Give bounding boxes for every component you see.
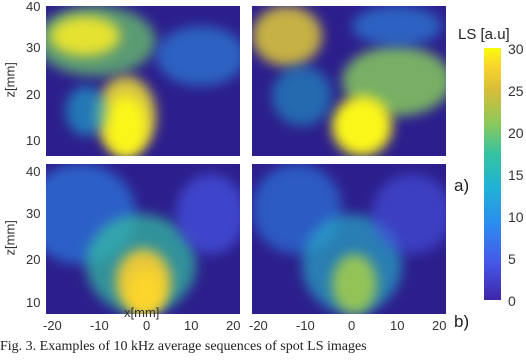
y-tick-top-30: 30: [26, 40, 41, 55]
colorbar-tick-10: 10: [508, 209, 524, 225]
panel-label-a: a): [454, 176, 470, 195]
panel-a-right: [252, 6, 446, 156]
x-tick-right-10: 10: [390, 318, 405, 333]
y-tick-bottom-20: 20: [26, 252, 41, 267]
x-tick-left-20: 20: [226, 318, 241, 333]
figure-caption: Fig. 3. Examples of 10 kHz average seque…: [0, 339, 367, 354]
x-tick-left-m10: -10: [90, 318, 109, 333]
y-axis-label-bottom: z[mm]: [2, 220, 18, 256]
y-tick-top-40: 40: [26, 0, 41, 14]
x-tick-right-0: 0: [348, 318, 356, 333]
y-axis-label-top: z[mm]: [2, 62, 18, 98]
colorbar: [484, 48, 501, 300]
colorbar-tick-20: 20: [508, 125, 524, 141]
y-tick-bottom-30: 30: [26, 206, 41, 221]
panel-label-b: b): [454, 312, 470, 331]
colorbar-title: LS [a.u]: [458, 26, 510, 43]
x-axis-label: x[mm]: [124, 305, 160, 320]
x-tick-right-m20: -20: [249, 318, 268, 333]
x-tick-left-10: 10: [184, 318, 199, 333]
panel-a-left: [46, 6, 240, 156]
y-tick-top-20: 20: [26, 87, 41, 102]
x-tick-right-20: 20: [432, 318, 447, 333]
y-tick-bottom-40: 40: [26, 164, 41, 179]
y-tick-top-10: 10: [26, 133, 41, 148]
colorbar-tick-5: 5: [508, 251, 516, 267]
colorbar-tick-25: 25: [508, 83, 524, 99]
colorbar-tick-30: 30: [508, 41, 524, 57]
x-tick-left-m20: -20: [43, 318, 62, 333]
colorbar-tick-15: 15: [508, 167, 524, 183]
panel-b-right: [252, 164, 446, 314]
colorbar-tick-0: 0: [508, 293, 516, 309]
panel-b-left: [46, 164, 240, 314]
x-tick-right-m10: -10: [296, 318, 315, 333]
y-tick-bottom-10: 10: [26, 295, 41, 310]
x-tick-left-0: 0: [143, 318, 151, 333]
